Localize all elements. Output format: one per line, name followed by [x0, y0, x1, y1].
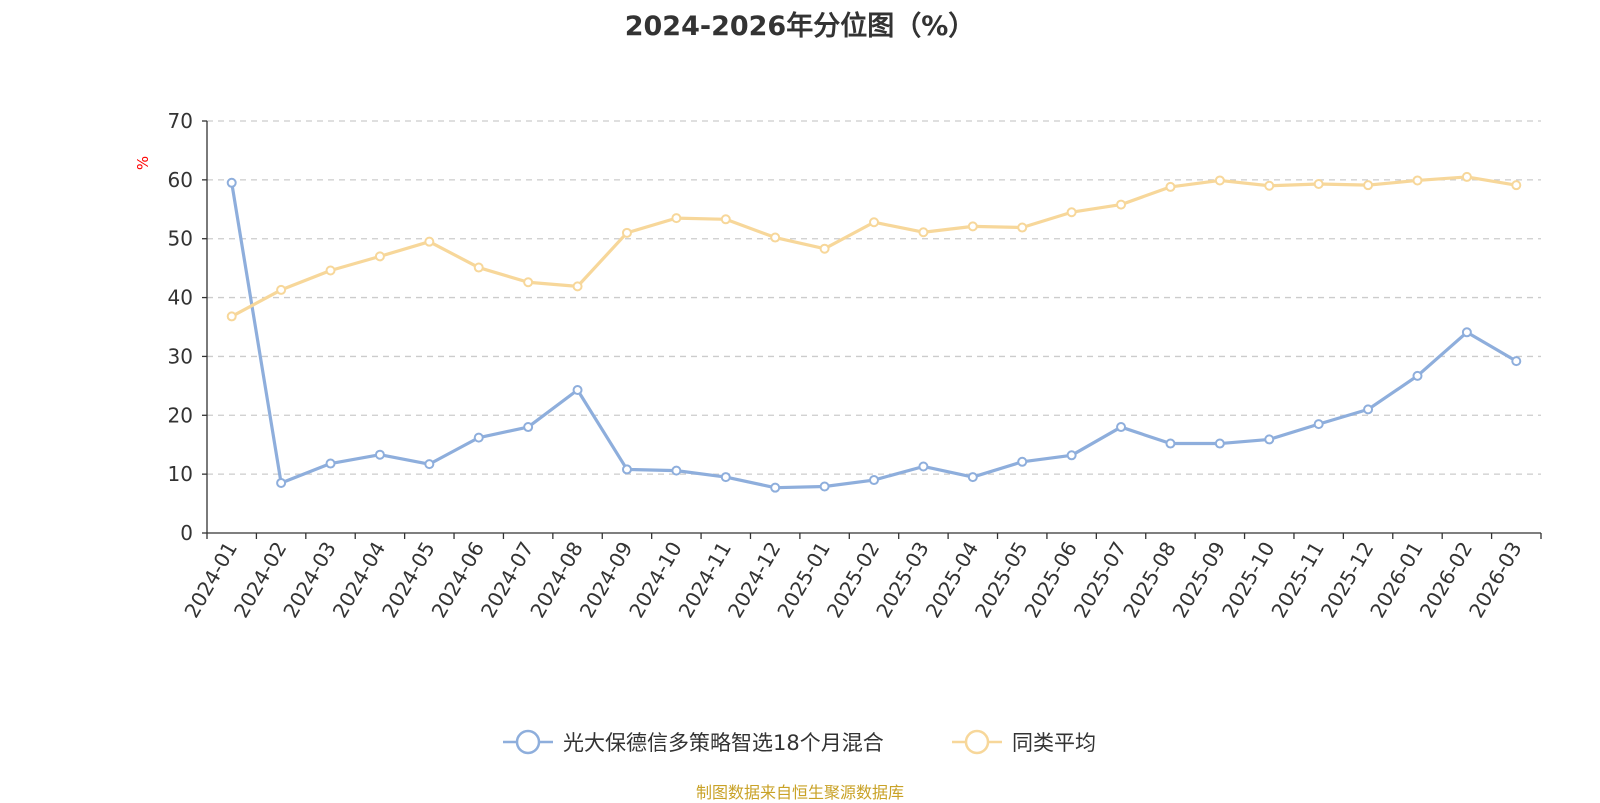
- series-1-point: [1066, 450, 1077, 461]
- series-1-point: [1214, 438, 1225, 449]
- series-1-point: [720, 472, 731, 483]
- series-1-point: [473, 432, 484, 443]
- series-line-2: [230, 175, 1517, 318]
- series-1-point: [424, 459, 435, 470]
- series-2-point: [374, 251, 385, 262]
- y-tick-label: 60: [168, 168, 193, 192]
- series-2-point: [819, 243, 830, 254]
- series-1-point: [572, 384, 583, 395]
- y-tick-label: 30: [168, 344, 193, 368]
- series-2-point: [1363, 180, 1374, 191]
- series-2-point: [1461, 171, 1472, 182]
- legend-marker: [964, 729, 990, 755]
- series-1-point: [1165, 438, 1176, 449]
- series-1-point: [276, 477, 287, 488]
- legend-item-2[interactable]: 同类平均: [952, 729, 1096, 755]
- series-2-point: [325, 265, 336, 276]
- series-2-point: [276, 284, 287, 295]
- y-tick-label: 20: [168, 403, 193, 427]
- series-2-point: [967, 221, 978, 232]
- series-1-point: [226, 177, 237, 188]
- series-1-point: [523, 422, 534, 433]
- series-1-point: [1461, 327, 1472, 338]
- series-2-point: [671, 213, 682, 224]
- series-2-point: [1511, 180, 1522, 191]
- y-tick-label: 70: [168, 109, 193, 133]
- y-tick-label: 10: [168, 462, 193, 486]
- y-tick-label: 40: [168, 286, 193, 310]
- series-1-point: [1017, 456, 1028, 467]
- series-2-point: [1264, 180, 1275, 191]
- chart-title: 2024-2026年分位图（%）: [624, 11, 976, 42]
- series-1-point: [918, 461, 929, 472]
- series-2-point: [720, 214, 731, 225]
- series-2-point: [1017, 222, 1028, 233]
- series-2-point: [1165, 181, 1176, 192]
- data-source-note: 制图数据来自恒生聚源数据库: [695, 783, 904, 802]
- series-2-point: [1116, 199, 1127, 210]
- series-2-point: [1066, 207, 1077, 218]
- series-1-point: [1313, 419, 1324, 430]
- series-2-point: [572, 281, 583, 292]
- series-2-point: [621, 227, 632, 238]
- series-1-point: [621, 464, 632, 475]
- series-2-point: [523, 277, 534, 288]
- legend-label: 光大保德信多策略智选18个月混合: [563, 731, 884, 755]
- series-2-point: [918, 227, 929, 238]
- series-2-point: [1313, 178, 1324, 189]
- series-2-point: [473, 262, 484, 273]
- series-2-point: [869, 217, 879, 228]
- legend-marker: [515, 729, 541, 755]
- series-1-point: [819, 481, 830, 492]
- series-1-point: [1412, 370, 1423, 381]
- series-1-point: [1363, 404, 1374, 415]
- gridlines: [207, 120, 1541, 475]
- series-1-point: [325, 458, 336, 469]
- series-1-point: [1116, 422, 1127, 433]
- series-2-point: [1214, 175, 1225, 186]
- series-2-point: [424, 236, 435, 247]
- series-lines: [226, 171, 1522, 493]
- series-1-point: [374, 449, 385, 460]
- legend-item-1[interactable]: 光大保德信多策略智选18个月混合: [503, 729, 884, 755]
- legend[interactable]: 光大保德信多策略智选18个月混合 同类平均: [503, 729, 1096, 755]
- series-1-point: [770, 482, 781, 493]
- y-tick-label: 0: [180, 521, 193, 545]
- series-1-point: [671, 465, 682, 476]
- series-1-point: [1511, 356, 1522, 367]
- y-unit-label: %: [134, 156, 152, 170]
- series-1-point: [967, 472, 978, 483]
- legend-label: 同类平均: [1012, 731, 1096, 755]
- series-1-point: [1264, 434, 1275, 445]
- series-line-1: [230, 182, 1518, 490]
- series-2-point: [226, 311, 237, 322]
- series-1-point: [869, 475, 879, 486]
- series-2-point: [770, 232, 781, 243]
- series-2-point: [1412, 175, 1423, 186]
- y-tick-label: 50: [168, 227, 193, 251]
